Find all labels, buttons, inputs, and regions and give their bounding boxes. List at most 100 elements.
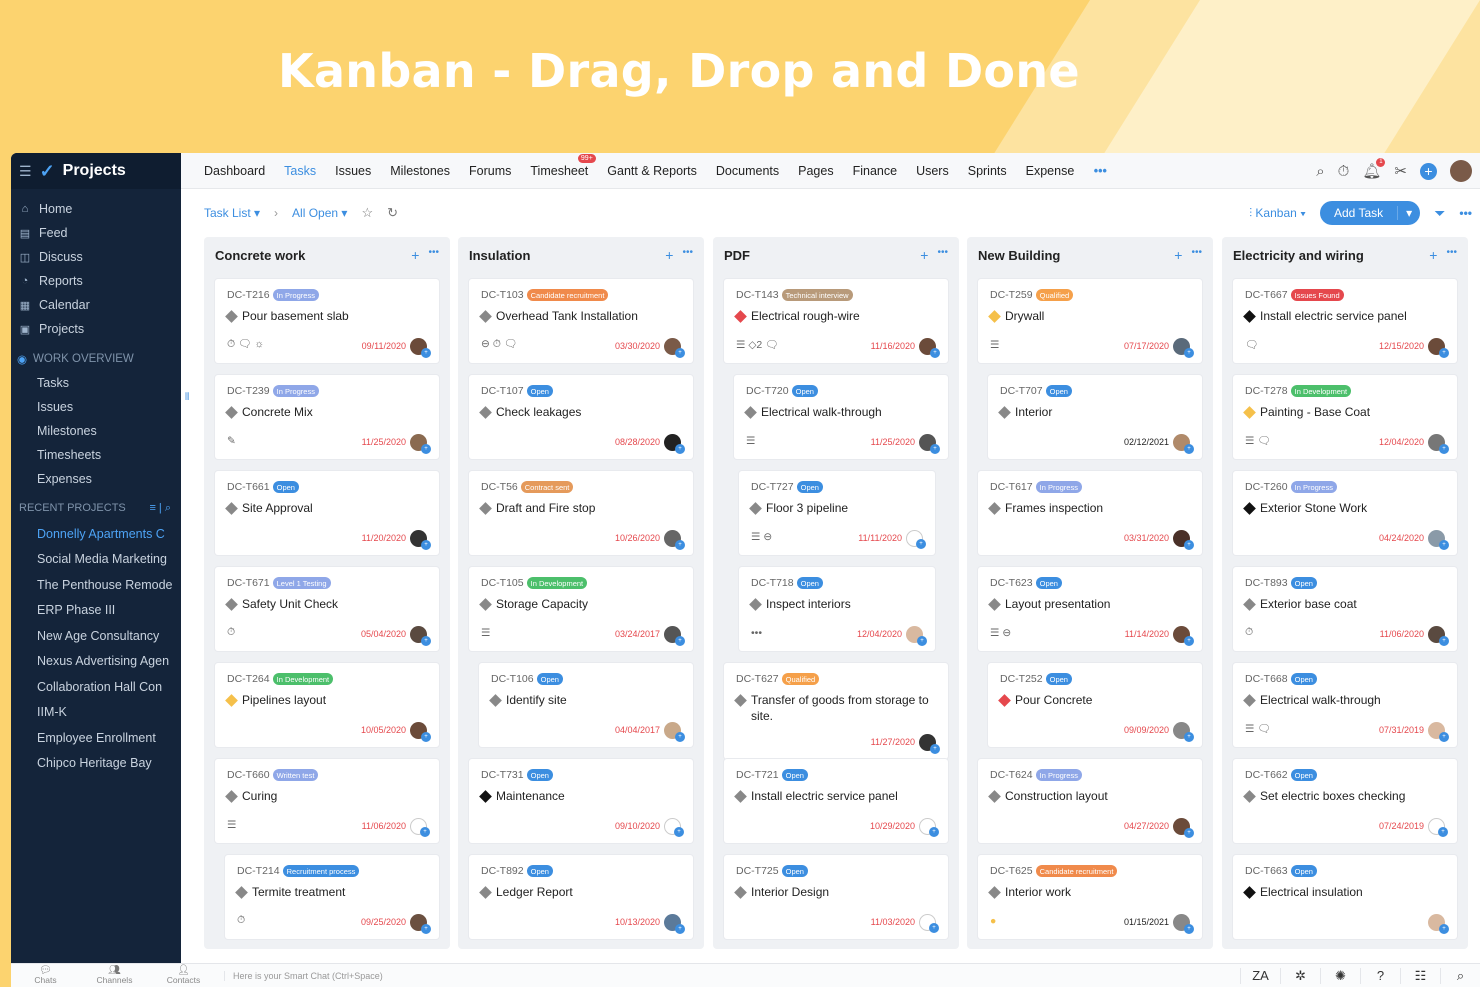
bell-icon[interactable]: 🔔︎ 1 [1362, 158, 1386, 180]
task-card[interactable]: DC-T892 Open Ledger Report 10/13/2020 + [469, 855, 693, 939]
assignee-avatar[interactable]: + [410, 722, 431, 742]
search-icon[interactable]: ⌕ [1316, 162, 1325, 180]
task-title[interactable]: Site Approval [242, 501, 313, 515]
task-card[interactable]: DC-T259 Qualified Drywall ☰ 07/17/2020 + [978, 279, 1202, 363]
recent-actions-icon[interactable]: ≡ | ⌕ [149, 501, 171, 514]
sidebar-item-milestones[interactable]: Milestones [37, 424, 97, 438]
task-title[interactable]: Install electric service panel [751, 789, 898, 803]
task-title[interactable]: Interior Design [751, 885, 830, 899]
task-title[interactable]: Transfer of goods from storage to site. [751, 693, 929, 723]
sidebar-item-expenses[interactable]: Expenses [37, 472, 92, 486]
task-card[interactable]: DC-T143 Technical interview Electrical rou… [724, 279, 948, 363]
task-title[interactable]: Layout presentation [1005, 597, 1111, 611]
assignee-avatar[interactable]: + [919, 434, 940, 454]
assignee-avatar[interactable]: + [1428, 434, 1449, 454]
task-id[interactable]: DC-T216 [227, 289, 270, 301]
task-title[interactable]: Termite treatment [252, 885, 346, 899]
task-id[interactable]: DC-T707 [1000, 385, 1043, 397]
tools-icon[interactable]: ✂ [1394, 163, 1407, 180]
inbox-icon[interactable]: ☷ [1400, 967, 1440, 984]
column-more-icon[interactable]: ••• [682, 247, 693, 258]
task-id[interactable]: DC-T727 [751, 481, 794, 493]
more-tabs-icon[interactable]: ••• [1093, 163, 1107, 178]
task-card[interactable]: DC-T623 Open Layout presentation ☰ ⊖ 11/14/2… [978, 567, 1202, 651]
task-id[interactable]: DC-T893 [1245, 577, 1288, 589]
sidebar-item-discuss[interactable]: ◫ Discuss [11, 245, 181, 269]
task-title[interactable]: Set electric boxes checking [1260, 789, 1406, 803]
task-id[interactable]: DC-T731 [481, 769, 524, 781]
recent-project[interactable]: Donnelly Apartments C [37, 526, 165, 541]
task-card[interactable]: DC-T239 In Progress Concrete Mix ✎ 11/25/202… [215, 375, 439, 459]
tab-dashboard[interactable]: Dashboard [204, 163, 266, 178]
assignee-avatar[interactable]: + [664, 914, 685, 934]
task-id[interactable]: DC-T106 [491, 673, 534, 685]
task-title[interactable]: Install electric service panel [1260, 309, 1407, 323]
task-card[interactable]: DC-T617 In Progress Frames inspection 03/31… [978, 471, 1202, 555]
assignee-avatar[interactable]: + [1173, 722, 1194, 742]
task-card[interactable]: DC-T668 Open Electrical walk-through ☰ 🗨 07/… [1233, 663, 1457, 747]
task-id[interactable]: DC-T214 [237, 865, 280, 877]
task-id[interactable]: DC-T720 [746, 385, 789, 397]
recent-project[interactable]: IIM-K [37, 705, 67, 720]
tab-sprints[interactable]: Sprints [967, 163, 1007, 178]
task-id[interactable]: DC-T239 [227, 385, 270, 397]
task-card[interactable]: DC-T725 Open Interior Design 11/03/2020 + [724, 855, 948, 939]
task-card[interactable]: DC-T252 Open Pour Concrete 09/09/2020 + [988, 663, 1202, 747]
assignee-avatar[interactable]: + [1428, 338, 1449, 358]
tab-milestones[interactable]: Milestones [390, 163, 450, 178]
task-id[interactable]: DC-T259 [990, 289, 1033, 301]
task-title[interactable]: Check leakages [496, 405, 582, 419]
sidebar-item-calendar[interactable]: ▦ Calendar [11, 293, 181, 317]
assignee-avatar[interactable]: + [410, 626, 431, 646]
task-title[interactable]: Exterior base coat [1260, 597, 1357, 611]
task-card[interactable]: DC-T278 In Development Painting - Base Coa… [1233, 375, 1457, 459]
task-title[interactable]: Electrical walk-through [761, 405, 882, 419]
task-card[interactable]: DC-T214 Recruitment process Termite treatm… [225, 855, 439, 939]
task-card[interactable]: DC-T103 Candidate recruitment Overhead Tan… [469, 279, 693, 363]
column-more-icon[interactable]: ••• [1191, 247, 1202, 258]
tab-tasks[interactable]: Tasks [284, 163, 317, 178]
task-card[interactable]: DC-T720 Open Electrical walk-through ☰ 11/25… [734, 375, 948, 459]
task-title[interactable]: Electrical insulation [1260, 885, 1363, 899]
recent-project[interactable]: Social Media Marketing [37, 552, 167, 567]
task-title[interactable]: Pour Concrete [1015, 693, 1093, 707]
task-id[interactable]: DC-T660 [227, 769, 270, 781]
task-id[interactable]: DC-T667 [1245, 289, 1288, 301]
task-title[interactable]: Drywall [1005, 309, 1045, 323]
task-id[interactable]: DC-T260 [1245, 481, 1288, 493]
task-id[interactable]: DC-T725 [736, 865, 779, 877]
task-id[interactable]: DC-T668 [1245, 673, 1288, 685]
task-id[interactable]: DC-T105 [481, 577, 524, 589]
assignee-avatar[interactable]: + [906, 626, 927, 646]
assignee-avatar[interactable]: + [664, 338, 685, 358]
sidebar-item-issues[interactable]: Issues [37, 400, 74, 414]
tab-gantt-reports[interactable]: Gantt & Reports [607, 163, 697, 178]
channels-button[interactable]: 👥︎ Channels [96, 965, 133, 986]
task-card[interactable]: DC-T662 Open Set electric boxes checking 07… [1233, 759, 1457, 843]
task-card[interactable]: DC-T264 In Development Pipelines layout 10/… [215, 663, 439, 747]
task-card[interactable]: DC-T105 In Development Storage Capacity ☰ 03… [469, 567, 693, 651]
collapse-icon[interactable]: ⫴ [185, 392, 190, 403]
assignee-avatar[interactable]: + [410, 818, 430, 837]
assignee-avatar[interactable]: + [1428, 818, 1448, 837]
task-title[interactable]: Electrical walk-through [1260, 693, 1381, 707]
task-title[interactable]: Curing [242, 789, 278, 803]
tab-documents[interactable]: Documents [715, 163, 780, 178]
tab-finance[interactable]: Finance [852, 163, 898, 178]
add-card-icon[interactable]: + [411, 247, 420, 263]
task-id[interactable]: DC-T627 [736, 673, 779, 685]
filter-icon[interactable]: ⏷ [1434, 204, 1446, 221]
assignee-avatar[interactable]: + [1173, 914, 1194, 934]
assignee-avatar[interactable]: + [906, 530, 926, 549]
task-card[interactable]: DC-T660 Written test Curing ☰ 11/06/2020 + [215, 759, 439, 843]
task-list-dropdown[interactable]: Task List ▾ [204, 206, 261, 220]
assignee-avatar[interactable]: + [410, 338, 431, 358]
task-card[interactable]: DC-T727 Open Floor 3 pipeline ☰ ⊖ 11/11/2020… [739, 471, 935, 555]
task-title[interactable]: Maintenance [496, 789, 565, 803]
assignee-avatar[interactable]: + [410, 914, 431, 934]
assignee-avatar[interactable]: + [1173, 818, 1194, 838]
recent-project[interactable]: The Penthouse Remode [37, 577, 173, 592]
timer-icon[interactable]: ⏱ [1337, 162, 1350, 180]
add-card-icon[interactable]: + [665, 247, 674, 263]
sidebar-item-feed[interactable]: ▤ Feed [11, 221, 181, 245]
